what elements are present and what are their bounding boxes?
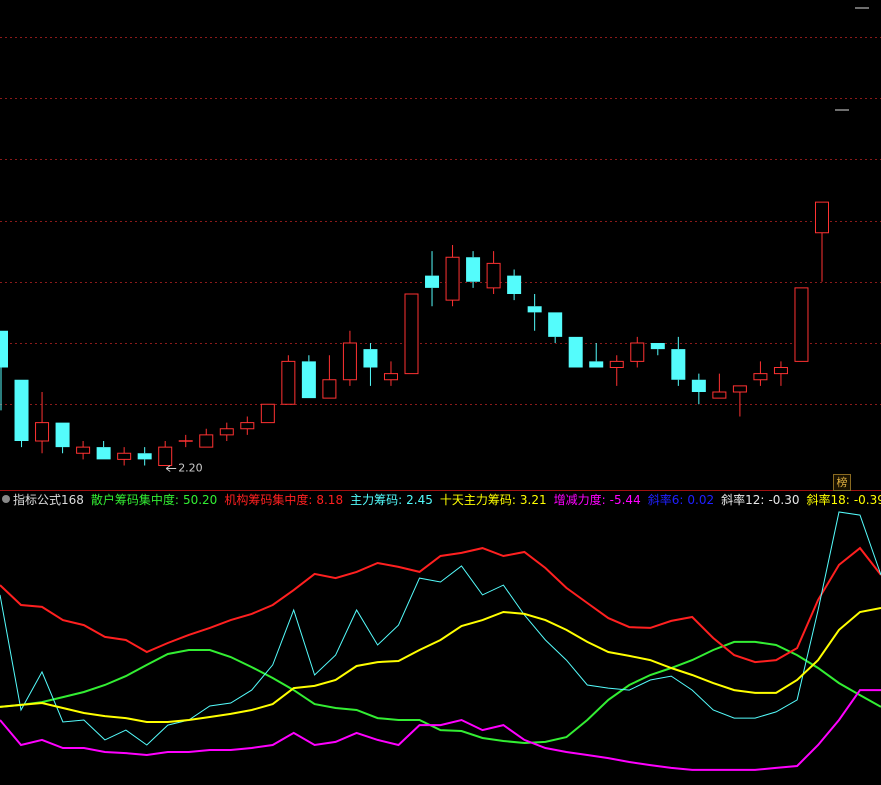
candle-body	[301, 361, 316, 399]
legend-entry: 斜率6: 0.02	[648, 491, 714, 508]
candle-body	[773, 367, 788, 375]
candle-body	[219, 428, 234, 436]
legend-reading: -0.39	[853, 492, 881, 507]
candle-body	[240, 422, 255, 430]
legend-entry: 增减力度: -5.44	[554, 491, 641, 508]
low-label: 2.20	[178, 462, 203, 475]
candle-body	[671, 349, 686, 380]
legend-name: 斜率6:	[647, 492, 684, 507]
legend-reading: 8.18	[316, 492, 344, 507]
legend-entry: 斜率18:-0.39	[807, 491, 881, 508]
low-arrow-head	[165, 465, 171, 472]
rank-button[interactable]: 榜	[833, 474, 851, 491]
legend-entry: 机构筹码集中度: 8.18	[224, 491, 343, 508]
candle-body	[507, 275, 522, 294]
legend-name: 增减力度:	[553, 492, 606, 507]
candle-body	[466, 257, 481, 282]
legend-entry: 散户筹码集中度: 50.20	[91, 491, 217, 508]
candle-body	[445, 256, 460, 301]
candle-body	[753, 373, 768, 381]
candle-body	[260, 403, 275, 424]
candle-body	[342, 342, 357, 381]
candle-body	[96, 447, 111, 460]
candle-body	[35, 422, 50, 442]
candle-body	[137, 453, 152, 460]
candle-body	[732, 385, 747, 393]
candle-body	[404, 293, 419, 375]
indicator-line	[0, 546, 881, 664]
indicator-icon	[2, 495, 10, 503]
candle-body	[281, 360, 296, 405]
legend-name: 主力筹码:	[350, 492, 403, 507]
indicator-line	[0, 640, 881, 745]
candle-body	[712, 391, 727, 399]
candle-body	[158, 446, 173, 466]
legend-entry: 斜率12: -0.30	[721, 491, 799, 508]
candle-body	[55, 422, 70, 448]
legend-entry: 十天主力筹码: 3.21	[440, 491, 547, 508]
candle-body	[650, 343, 665, 350]
candle-body	[76, 446, 91, 454]
legend-name: 斜率18:	[806, 492, 850, 507]
candle-body	[548, 312, 563, 337]
candle-body	[527, 306, 542, 313]
indicator-line	[0, 607, 881, 723]
candle-body	[425, 275, 440, 288]
legend-name: 机构筹码集中度:	[224, 492, 313, 507]
candle-panel: 2.20	[0, 7, 881, 475]
legend-reading: 50.20	[182, 492, 218, 507]
legend-name: 散户筹码集中度:	[90, 492, 179, 507]
indicator-line	[0, 689, 881, 771]
candle-body	[794, 287, 809, 362]
legend-reading: -5.44	[609, 492, 641, 507]
legend-name: 十天主力筹码:	[439, 492, 516, 507]
candle-body	[363, 349, 378, 368]
indicator-line	[0, 511, 881, 746]
candle-body	[568, 336, 583, 368]
candle-body	[609, 360, 624, 368]
candle-body	[589, 361, 604, 368]
candle-body	[486, 262, 501, 289]
legend-reading: -0.30	[768, 492, 800, 507]
candle-body	[199, 434, 214, 448]
candle-body	[14, 379, 29, 441]
candle-body	[117, 452, 132, 460]
candle-body	[630, 342, 645, 362]
legend-reading: 3.21	[519, 492, 547, 507]
legend-reading: 2.45	[406, 492, 433, 507]
legend-reading: 0.02	[687, 492, 715, 507]
indicator-title: 指标公式168	[13, 492, 84, 507]
candle-body	[383, 373, 398, 381]
indicator-header: 指标公式168 散户筹码集中度: 50.20 机构筹码集中度: 8.18 主力筹码: 2.…	[0, 491, 881, 507]
candle-body	[0, 330, 8, 368]
legend-entry: 主力筹码: 2.45	[350, 491, 433, 508]
legend-name: 斜率12:	[721, 492, 765, 507]
candle-body	[322, 379, 337, 399]
candle-body	[691, 379, 706, 392]
candle-body	[815, 201, 829, 234]
